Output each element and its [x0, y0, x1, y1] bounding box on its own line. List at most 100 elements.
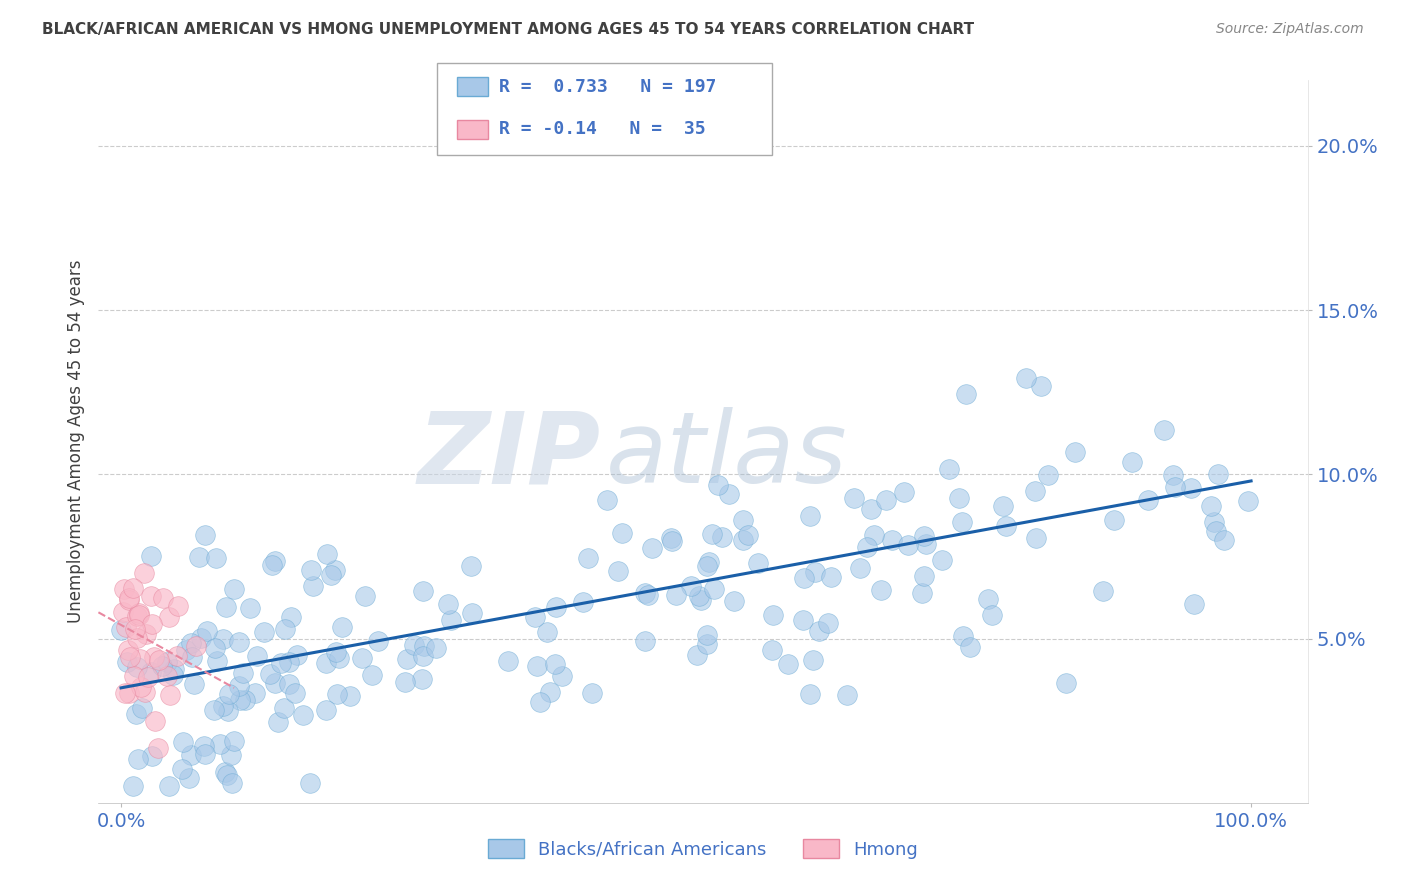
Point — [425, 641, 447, 656]
Point — [747, 556, 769, 570]
Point — [950, 516, 973, 530]
Point — [143, 650, 166, 665]
Point — [284, 686, 307, 700]
Point — [157, 780, 180, 794]
Point — [280, 610, 302, 624]
Point — [323, 563, 346, 577]
Point — [253, 624, 276, 639]
Point — [134, 685, 156, 699]
Point — [995, 519, 1018, 533]
Point — [315, 656, 337, 670]
Point — [159, 688, 181, 702]
Point — [686, 648, 709, 662]
Point — [776, 657, 799, 671]
Point — [264, 554, 287, 568]
Point — [1092, 583, 1115, 598]
Point — [703, 582, 725, 596]
Point — [952, 628, 974, 642]
Point — [849, 560, 872, 574]
Point — [817, 616, 839, 631]
Point — [634, 634, 657, 648]
Point — [110, 623, 132, 637]
Point — [1063, 445, 1085, 459]
Point — [911, 586, 934, 600]
Point — [326, 687, 349, 701]
Point — [1213, 533, 1236, 547]
Point — [299, 775, 322, 789]
Point — [938, 462, 960, 476]
Point — [222, 734, 245, 748]
Point — [367, 634, 389, 648]
Point — [114, 620, 136, 634]
Point — [141, 589, 163, 603]
Point — [111, 605, 134, 619]
Point — [114, 582, 136, 597]
Point — [723, 594, 745, 608]
Point — [707, 478, 730, 492]
Point — [114, 686, 136, 700]
Point — [325, 645, 347, 659]
Point — [1136, 493, 1159, 508]
Point — [641, 541, 664, 555]
Point — [882, 533, 904, 547]
Point — [411, 672, 433, 686]
Point — [209, 737, 232, 751]
Text: atlas: atlas — [606, 408, 848, 505]
Point — [659, 531, 682, 545]
Point — [139, 665, 162, 679]
Text: Source: ZipAtlas.com: Source: ZipAtlas.com — [1216, 22, 1364, 37]
Point — [820, 570, 842, 584]
Point — [315, 547, 337, 561]
Point — [215, 600, 238, 615]
Point — [1163, 468, 1185, 483]
Point — [219, 748, 242, 763]
Point — [207, 654, 229, 668]
Point — [152, 591, 174, 605]
Point — [610, 526, 633, 541]
Point — [328, 651, 350, 665]
Point — [118, 592, 141, 607]
Point — [710, 530, 733, 544]
Point — [122, 669, 145, 683]
Point — [1153, 423, 1175, 437]
Point — [267, 715, 290, 730]
Point — [118, 686, 141, 700]
Point — [551, 669, 574, 683]
Point — [733, 533, 755, 548]
Point — [131, 701, 153, 715]
Point — [243, 686, 266, 700]
Point — [194, 747, 217, 761]
Point — [139, 549, 162, 563]
Point — [955, 387, 977, 401]
Point — [135, 627, 157, 641]
Point — [132, 566, 155, 580]
Point — [1199, 500, 1222, 514]
Point — [354, 589, 377, 603]
Point — [128, 608, 150, 623]
Point — [1015, 370, 1038, 384]
Point — [1029, 379, 1052, 393]
Point — [205, 551, 228, 566]
Point — [150, 659, 173, 673]
Point — [118, 591, 141, 605]
Point — [174, 642, 197, 657]
Point — [224, 582, 246, 596]
Point — [148, 653, 170, 667]
Point — [166, 599, 188, 614]
Point — [141, 616, 163, 631]
Point — [1182, 597, 1205, 611]
Point — [702, 527, 724, 541]
Point — [576, 551, 599, 566]
Point — [661, 533, 683, 548]
Point — [1102, 513, 1125, 527]
Point — [842, 491, 865, 505]
Point — [183, 677, 205, 691]
Point — [544, 657, 567, 671]
Point — [696, 628, 718, 642]
Point — [186, 640, 208, 654]
Point — [581, 686, 603, 700]
Point — [860, 502, 883, 516]
Point — [193, 739, 215, 753]
Point — [596, 493, 619, 508]
Point — [125, 706, 148, 721]
